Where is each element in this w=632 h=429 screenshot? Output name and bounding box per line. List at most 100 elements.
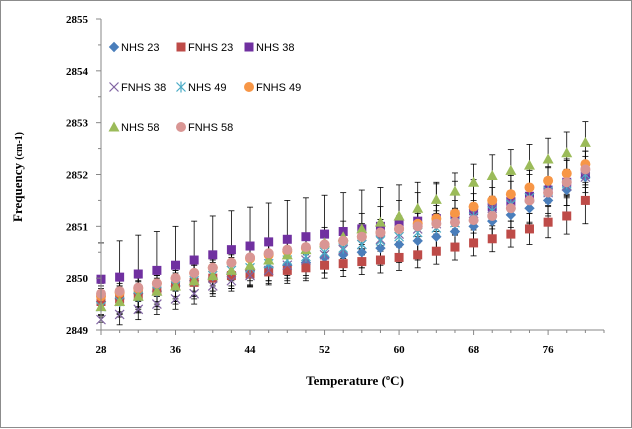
data-point-fnhs-23: [562, 211, 572, 221]
legend-marker-fnhs-38: [109, 82, 119, 92]
axes: [96, 18, 605, 335]
legend-entry-nhs-38: NHS 38: [244, 42, 295, 54]
y-tick-label: 2855: [66, 14, 89, 26]
data-point-fnhs-58: [133, 282, 144, 293]
data-point-fnhs-58: [580, 164, 591, 175]
legend-label-nhs-58: NHS 58: [121, 122, 160, 134]
data-point-nhs-38: [320, 229, 330, 239]
x-tick-label: 52: [319, 344, 331, 356]
data-point-nhs-58: [374, 216, 386, 227]
data-point-fnhs-58: [449, 217, 460, 228]
data-point-fnhs-38: [170, 293, 181, 304]
data-point-nhs-38: [171, 260, 181, 270]
legend-label-fnhs-38: FNHS 38: [121, 82, 166, 94]
data-point-nhs-58: [412, 202, 424, 213]
data-point-nhs-23: [542, 195, 554, 206]
data-point-nhs-58: [486, 170, 498, 181]
data-point-fnhs-49: [543, 175, 554, 186]
data-point-fnhs-58: [151, 278, 162, 289]
y-tick-label: 2854: [66, 66, 89, 78]
data-point-fnhs-49: [561, 168, 572, 179]
data-point-fnhs-49: [487, 195, 498, 206]
data-point-fnhs-23: [469, 238, 479, 248]
y-tick-label: 2849: [66, 325, 89, 337]
legend-label-nhs-23: NHS 23: [121, 42, 160, 54]
legend-marker-fnhs-23: [176, 42, 186, 52]
data-point-fnhs-38-stroke: [151, 299, 162, 310]
data-point-fnhs-38: [151, 299, 162, 310]
data-point-nhs-58: [356, 223, 368, 234]
data-point-fnhs-58: [114, 286, 125, 297]
data-point-nhs-58: [114, 295, 126, 306]
legend-marker-fnhs-58: [176, 122, 186, 132]
data-point-fnhs-23: [375, 255, 385, 265]
x-tick-label: 68: [468, 344, 480, 356]
data-point-fnhs-23: [320, 260, 330, 270]
data-point-fnhs-58: [207, 262, 218, 273]
data-point-fnhs-38-stroke: [170, 293, 181, 304]
legend-entry-nhs-58: NHS 58: [108, 121, 160, 134]
legend-label-fnhs-58: FNHS 58: [188, 122, 233, 134]
legend-entry-fnhs-23: FNHS 23: [176, 42, 233, 54]
data-point-nhs-58: [468, 176, 480, 187]
x-axis-title: Temperature (ºC): [306, 373, 404, 388]
data-point-fnhs-23: [431, 246, 441, 256]
data-point-nhs-58: [244, 259, 256, 270]
data-point-fnhs-49: [468, 201, 479, 212]
data-point-fnhs-58: [338, 235, 349, 246]
data-point-nhs-38: [189, 255, 199, 265]
legend-entry-nhs-49: NHS 49: [176, 81, 227, 94]
data-point-fnhs-23: [264, 267, 274, 277]
data-point-fnhs-58: [412, 221, 423, 232]
legend-label-nhs-38: NHS 38: [256, 42, 295, 54]
data-point-fnhs-58: [505, 203, 516, 214]
data-point-fnhs-49: [505, 189, 516, 200]
data-point-nhs-23: [524, 202, 535, 214]
data-point-fnhs-49: [449, 208, 460, 219]
data-point-fnhs-58: [561, 177, 572, 188]
data-point-fnhs-58: [524, 195, 535, 206]
y-tick-label: 2850: [66, 273, 89, 285]
data-point-fnhs-58: [487, 210, 498, 221]
legend-marker-nhs-58: [108, 121, 120, 132]
data-point-fnhs-38-stroke: [226, 275, 237, 286]
data-point-nhs-38: [282, 234, 292, 244]
data-point-nhs-23: [412, 235, 423, 247]
data-point-fnhs-58: [543, 187, 554, 198]
data-point-nhs-58: [132, 290, 144, 301]
data-point-nhs-58: [430, 193, 442, 204]
data-point-nhs-58: [449, 185, 461, 196]
data-point-fnhs-38: [226, 275, 237, 286]
data-point-nhs-58: [263, 254, 275, 265]
data-point-nhs-38: [208, 250, 218, 260]
legend-marker-fnhs-38-stroke: [109, 82, 119, 92]
data-point-fnhs-58: [300, 242, 311, 253]
legend-marker-nhs-49: [176, 81, 186, 93]
data-point-fnhs-58: [282, 244, 293, 255]
data-point-nhs-58: [542, 153, 554, 164]
x-tick-label: 36: [170, 344, 182, 356]
y-tick-label: 2851: [66, 221, 88, 233]
data-point-fnhs-38: [133, 304, 144, 315]
data-point-fnhs-38: [114, 309, 125, 320]
x-tick-label: 76: [543, 344, 555, 356]
data-point-nhs-58: [393, 210, 405, 221]
data-point-fnhs-23: [413, 250, 423, 260]
data-point-nhs-58: [207, 270, 219, 281]
error-bars-nhs-58: [98, 121, 589, 323]
legend-marker-nhs-38: [244, 42, 254, 52]
series-fnhs-58: [96, 164, 591, 299]
data-point-fnhs-38-stroke: [133, 304, 144, 315]
data-point-fnhs-58: [375, 227, 386, 238]
data-point-fnhs-38: [189, 288, 200, 299]
data-point-fnhs-23: [580, 195, 590, 205]
data-point-fnhs-38-stroke: [114, 309, 125, 320]
data-point-fnhs-23: [543, 217, 553, 227]
data-point-fnhs-23: [357, 257, 367, 267]
data-point-fnhs-58: [226, 257, 237, 268]
data-point-nhs-23: [449, 226, 461, 237]
data-point-fnhs-49: [524, 182, 535, 193]
data-point-fnhs-23: [450, 242, 460, 252]
data-point-nhs-58: [505, 164, 517, 175]
